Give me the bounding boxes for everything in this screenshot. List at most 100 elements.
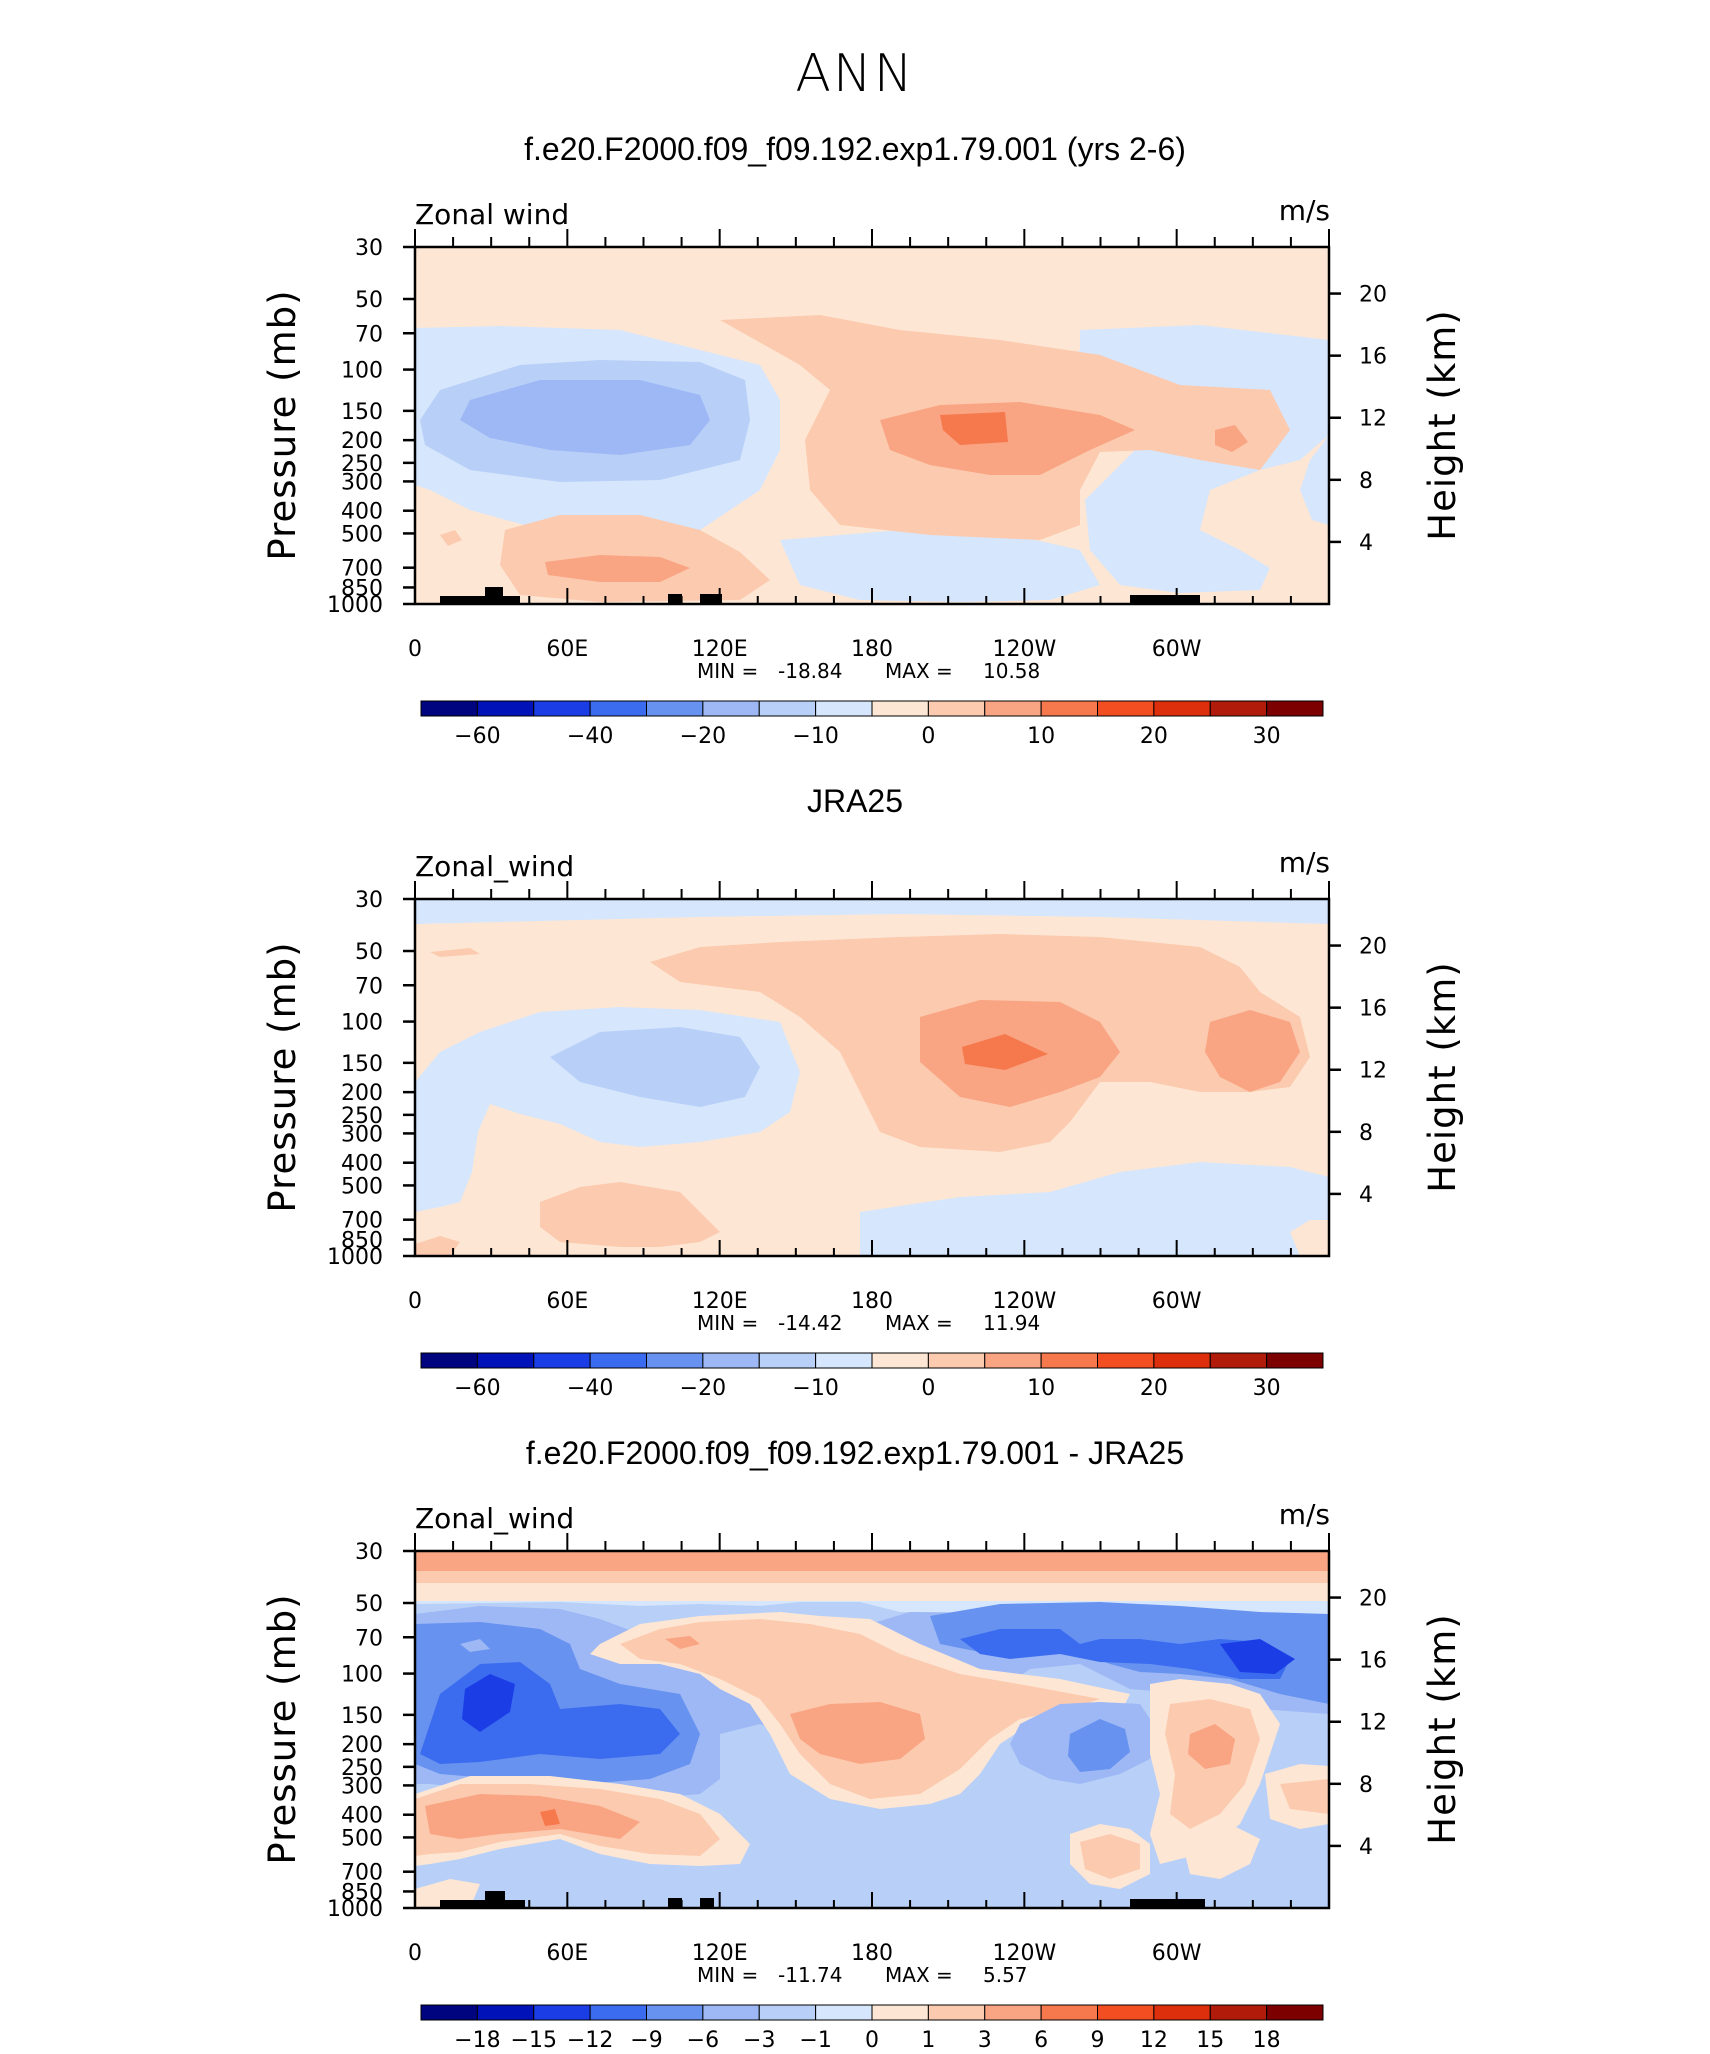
colorbar-swatch — [533, 700, 591, 717]
pressure-tick-label: 850 — [341, 1880, 383, 1905]
colorbar-label: −10 — [792, 724, 838, 749]
topography — [440, 1891, 1205, 1908]
left-axis-label: Pressure (mb) — [261, 289, 304, 560]
units-label: m/s — [1279, 194, 1330, 227]
height-tick-label: 20 — [1359, 1587, 1387, 1612]
max-label: MAX = — [885, 1963, 953, 1987]
colorbar-swatch — [420, 700, 478, 717]
colorbar-label: 18 — [1253, 2028, 1281, 2053]
height-tick-label: 20 — [1359, 283, 1387, 308]
pressure-tick-label: 70 — [355, 1626, 383, 1651]
left-axis-label: Pressure (mb) — [261, 1593, 304, 1864]
height-tick-label: 4 — [1359, 531, 1373, 556]
pressure-tick-label: 300 — [341, 470, 383, 495]
min-label: MIN = — [697, 1963, 758, 1987]
max-value: 5.57 — [983, 1963, 1028, 1987]
colorbar-label: 20 — [1140, 724, 1168, 749]
colorbar: −60 −40 −20 −10 0 10 20 30 — [420, 700, 1324, 749]
pressure-tick-label: 700 — [341, 1861, 383, 1886]
min-label: MIN = — [697, 1311, 758, 1335]
colorbar-swatch — [1153, 700, 1211, 717]
colorbar-swatch — [815, 1352, 873, 1369]
colorbar-swatch — [533, 1352, 591, 1369]
lon-tick-label: 60E — [546, 637, 588, 662]
pressure-tick-label: 1000 — [327, 1245, 383, 1270]
pressure-tick-label: 70 — [355, 974, 383, 999]
lon-tick-label: 120W — [992, 1941, 1056, 1966]
pressure-tick-label: 400 — [341, 500, 383, 525]
pressure-tick-label: 300 — [341, 1122, 383, 1147]
lon-tick-label: 60E — [546, 1289, 588, 1314]
pressure-tick-label: 250 — [341, 1104, 383, 1129]
height-tick-label: 4 — [1359, 1835, 1373, 1860]
colorbar-label: 30 — [1253, 1376, 1281, 1401]
colorbar-swatch — [476, 700, 535, 717]
colorbar-label: −60 — [454, 724, 500, 749]
lon-tick-label: 0 — [408, 1289, 422, 1314]
colorbar-label: 20 — [1140, 1376, 1168, 1401]
left-axis-label: Pressure (mb) — [261, 941, 304, 1212]
height-tick-label: 20 — [1359, 935, 1387, 960]
panel-2-title: JRA25 — [806, 783, 904, 819]
max-value: 10.58 — [983, 659, 1040, 683]
pressure-tick-label: 150 — [341, 400, 383, 425]
colorbar-swatch — [1153, 1352, 1211, 1369]
pressure-tick-label: 150 — [341, 1052, 383, 1077]
pressure-tick-label: 500 — [341, 522, 383, 547]
colorbar-swatch — [476, 2004, 535, 2021]
colorbar-swatch — [1266, 2004, 1324, 2021]
pressure-tick-label: 100 — [341, 1011, 383, 1036]
colorbar-swatch — [589, 1352, 647, 1369]
pressure-tick-label: 300 — [341, 1774, 383, 1799]
max-value: 11.94 — [983, 1311, 1040, 1335]
contour-fills — [415, 315, 1329, 602]
min-value: -11.74 — [778, 1963, 842, 1987]
contour-fills — [415, 899, 1329, 1256]
colorbar-swatch — [646, 700, 704, 717]
colorbar-swatch — [758, 1352, 817, 1369]
colorbar-swatch — [927, 1352, 986, 1369]
colorbar-swatch — [702, 700, 760, 717]
right-axis-label: Height (km) — [1421, 961, 1464, 1192]
colorbar-swatch — [476, 1352, 535, 1369]
height-tick-label: 4 — [1359, 1183, 1373, 1208]
pressure-tick-label: 200 — [341, 1733, 383, 1758]
pressure-tick-label: 400 — [341, 1152, 383, 1177]
height-tick-label: 16 — [1359, 997, 1387, 1022]
pressure-tick-label: 1000 — [327, 593, 383, 618]
colorbar-swatch — [871, 700, 929, 717]
height-tick-label: 8 — [1359, 1121, 1373, 1146]
pressure-tick-label: 50 — [355, 1592, 383, 1617]
colorbar-label: −10 — [792, 1376, 838, 1401]
colorbar-swatch — [815, 700, 873, 717]
colorbar-label: −3 — [743, 2028, 775, 2053]
colorbar-swatch — [646, 2004, 704, 2021]
height-tick-label: 12 — [1359, 1059, 1387, 1084]
colorbar-label: 1 — [921, 2028, 935, 2053]
lon-tick-label: 180 — [851, 637, 893, 662]
variable-label: Zonal_wind — [415, 850, 574, 883]
colorbar-swatch — [758, 2004, 817, 2021]
colorbar-swatch — [1266, 700, 1324, 717]
right-axis-label: Height (km) — [1421, 1613, 1464, 1844]
height-tick-label: 16 — [1359, 345, 1387, 370]
colorbar-label: −15 — [511, 2028, 557, 2053]
colorbar-swatch — [1209, 2004, 1268, 2021]
colorbar-swatch — [646, 1352, 704, 1369]
colorbar-swatch — [758, 700, 817, 717]
pressure-tick-label: 70 — [355, 322, 383, 347]
pressure-tick-label: 500 — [341, 1826, 383, 1851]
colorbar-swatch — [1209, 700, 1268, 717]
colorbar-label: −18 — [454, 2028, 500, 2053]
colorbar-label: 10 — [1027, 1376, 1055, 1401]
colorbar-label: −20 — [680, 1376, 726, 1401]
topography — [440, 587, 1200, 604]
colorbar-swatch — [815, 2004, 873, 2021]
colorbar-label: 10 — [1027, 724, 1055, 749]
lon-tick-label: 60W — [1152, 637, 1202, 662]
pressure-tick-label: 850 — [341, 1228, 383, 1253]
colorbar-swatch — [1040, 1352, 1098, 1369]
colorbar: −18 −15 −12 −9 −6 −3 −1 0 1 3 6 9 12 15 18 — [420, 2004, 1324, 2053]
panel-1-chart: 3050701001502002503004005007008501000201… — [261, 194, 1464, 749]
